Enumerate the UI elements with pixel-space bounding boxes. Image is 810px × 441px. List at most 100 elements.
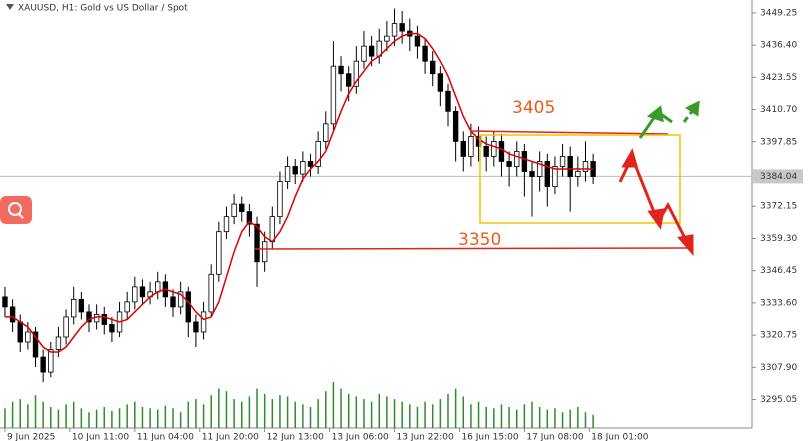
arrowhead bbox=[646, 105, 664, 123]
candle-body bbox=[246, 211, 253, 225]
candle-body bbox=[86, 311, 92, 323]
x-tick-label: 11 Jun 04:00 bbox=[137, 433, 194, 441]
candle-body bbox=[391, 23, 398, 37]
candle-body bbox=[48, 349, 54, 373]
arrowhead bbox=[647, 208, 665, 230]
x-tick-label: 11 Jun 20:00 bbox=[202, 433, 259, 441]
y-tick-label: 3410.70 bbox=[760, 105, 797, 115]
candle-body bbox=[346, 73, 352, 87]
y-tick-label: 3346.45 bbox=[760, 266, 797, 276]
candle-body bbox=[460, 141, 466, 157]
current-price-box bbox=[753, 169, 803, 184]
y-tick-label: 3307.90 bbox=[760, 363, 797, 373]
moving-average bbox=[4, 32, 594, 353]
candle-body bbox=[300, 161, 306, 175]
arrow-path bbox=[682, 105, 698, 123]
candle-body bbox=[63, 316, 69, 338]
candle-body bbox=[170, 296, 176, 308]
candle-body bbox=[338, 65, 344, 75]
candle-body bbox=[155, 281, 161, 293]
candle-body bbox=[544, 161, 550, 187]
candle-body bbox=[109, 324, 115, 333]
candle-body bbox=[124, 301, 130, 313]
candle-body bbox=[239, 203, 245, 213]
y-tick-label: 3397.85 bbox=[760, 137, 797, 147]
candle-body bbox=[261, 241, 268, 263]
candle-body bbox=[368, 45, 375, 57]
candle-body bbox=[284, 166, 291, 182]
candle-body bbox=[208, 273, 214, 313]
symbol-icon[interactable] bbox=[6, 4, 14, 10]
candle-body bbox=[216, 231, 222, 275]
candle-body bbox=[452, 110, 459, 142]
candle-body bbox=[529, 171, 535, 177]
x-tick-label: 18 Jun 01:00 bbox=[591, 433, 648, 441]
zoom-icon bbox=[18, 213, 24, 219]
candle-body bbox=[323, 123, 329, 142]
candle-body bbox=[445, 90, 451, 112]
level-line bbox=[469, 130, 669, 135]
candle-body bbox=[292, 166, 298, 175]
zoom-button[interactable] bbox=[0, 196, 32, 224]
candle-body bbox=[514, 151, 520, 167]
arrowhead bbox=[677, 234, 694, 257]
candle-body bbox=[552, 166, 558, 187]
x-tick-label: 12 Jun 13:00 bbox=[267, 433, 324, 441]
y-tick-label: 3372.15 bbox=[760, 202, 797, 212]
candle-body bbox=[223, 216, 230, 233]
candle-body bbox=[437, 73, 444, 92]
y-tick-label: 3436.40 bbox=[760, 41, 797, 51]
candle-body bbox=[521, 151, 528, 172]
candle-body bbox=[177, 291, 184, 308]
candle-body bbox=[567, 156, 573, 177]
candle-body bbox=[185, 291, 191, 323]
candle-body bbox=[384, 35, 390, 42]
candle-body bbox=[430, 60, 436, 75]
x-tick-label: 13 Jun 06:00 bbox=[332, 433, 389, 441]
zoom-icon bbox=[8, 202, 22, 216]
candle-body bbox=[9, 306, 16, 323]
candle-body bbox=[498, 141, 505, 162]
range-box bbox=[479, 134, 681, 224]
candle-body bbox=[139, 286, 146, 298]
candle-body bbox=[414, 35, 421, 47]
candle-body bbox=[71, 298, 77, 318]
candle-body bbox=[491, 141, 497, 157]
candle-body bbox=[582, 161, 589, 172]
candle-body bbox=[559, 156, 566, 167]
candle-body bbox=[575, 171, 581, 177]
candle-body bbox=[132, 286, 138, 303]
level-line bbox=[254, 247, 691, 250]
candle-body bbox=[55, 336, 62, 350]
candle-body bbox=[101, 314, 107, 325]
annotation: 3350 bbox=[458, 230, 501, 250]
arrowhead bbox=[685, 100, 700, 117]
y-tick-label: 3295.05 bbox=[760, 395, 797, 405]
annotation: 3405 bbox=[512, 98, 555, 118]
y-tick-label: 3359.30 bbox=[760, 234, 797, 244]
x-tick-label: 9 Jun 2025 bbox=[7, 433, 55, 441]
x-tick-label: 17 Jun 08:00 bbox=[526, 433, 583, 441]
candle-body bbox=[315, 141, 321, 167]
x-tick-label: 10 Jun 11:00 bbox=[72, 433, 129, 441]
y-tick-label: 3320.75 bbox=[760, 331, 797, 341]
arrows bbox=[618, 100, 700, 257]
candle-body bbox=[399, 23, 405, 32]
candle-body bbox=[475, 135, 482, 147]
candle-body bbox=[307, 161, 314, 167]
candle-body bbox=[40, 356, 46, 373]
current-price-label: 3384.04 bbox=[760, 172, 797, 182]
y-tick-label: 3333.60 bbox=[760, 298, 797, 308]
candle-body bbox=[353, 60, 360, 87]
candle-body bbox=[536, 161, 543, 177]
candle-body bbox=[231, 203, 237, 218]
y-tick-label: 3423.55 bbox=[760, 73, 797, 83]
candle-body bbox=[2, 296, 8, 308]
candle-body bbox=[200, 311, 207, 333]
candle-body bbox=[277, 181, 283, 218]
arrowhead bbox=[621, 148, 638, 168]
plot: 3449.25 3436.40 3423.55 3410.70 3397.85 3372.… bbox=[0, 8, 803, 441]
candle-body bbox=[506, 161, 512, 167]
